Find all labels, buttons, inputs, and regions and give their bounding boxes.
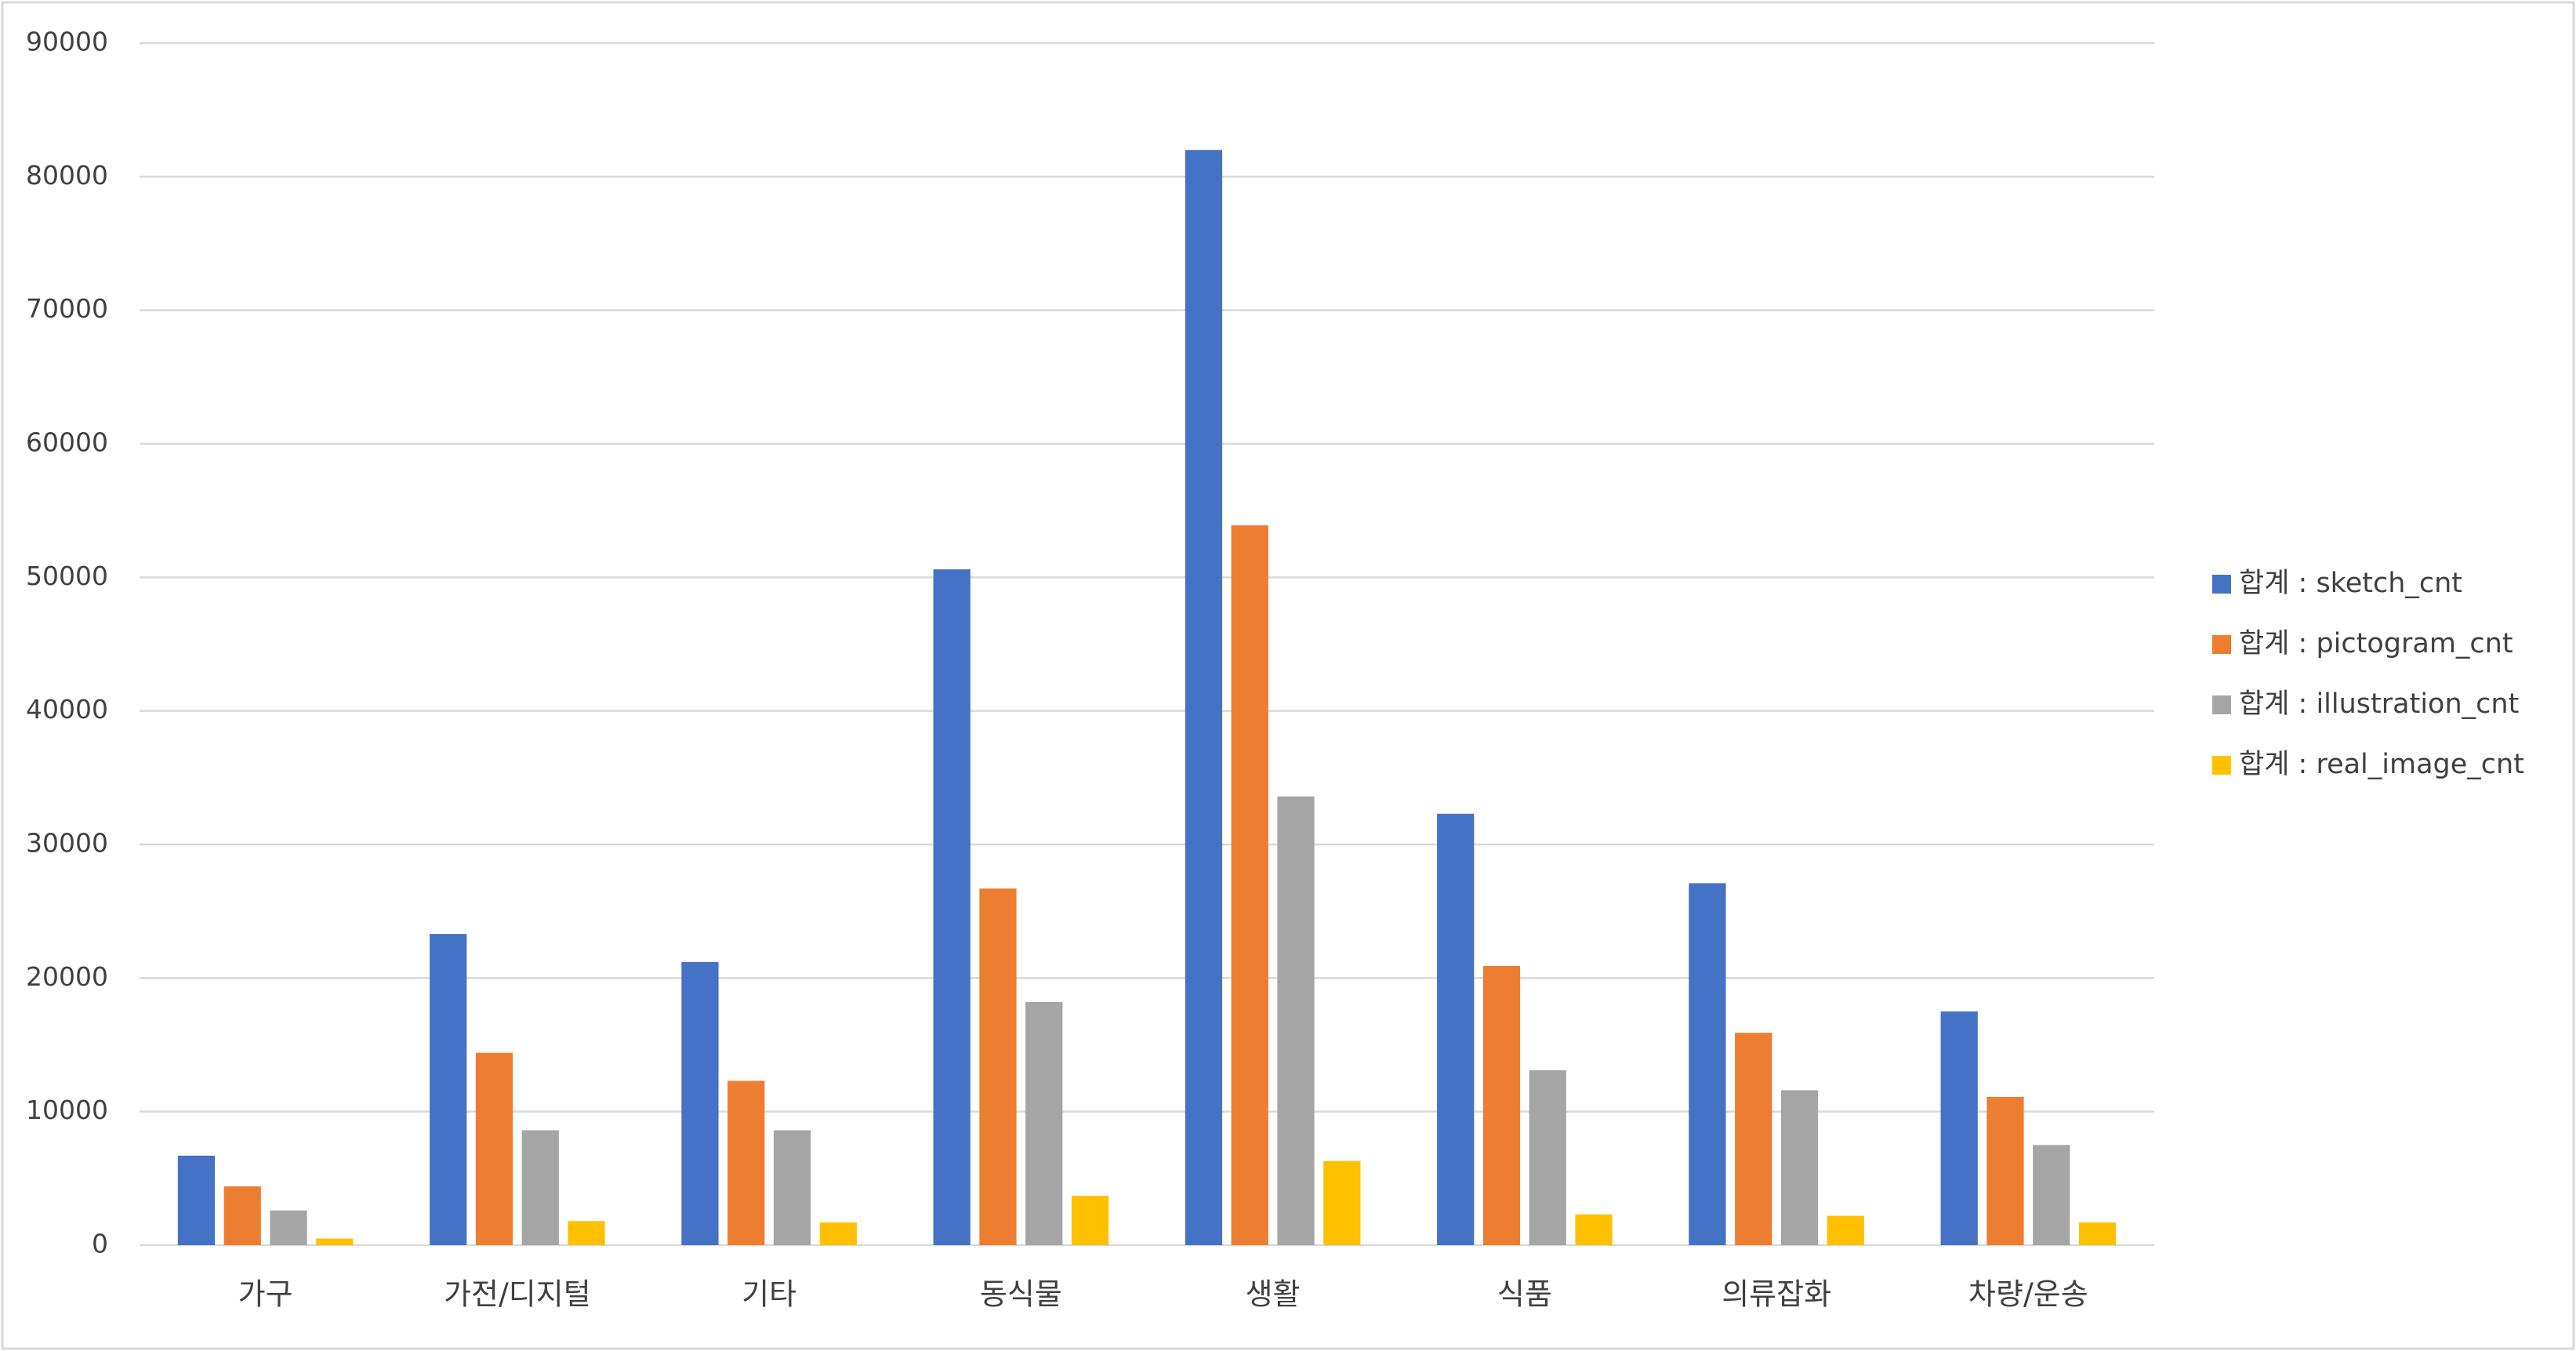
legend-label: 합계 : illustration_cnt [2239,688,2519,720]
bar [727,1080,765,1245]
bar [1231,525,1268,1245]
bar [1529,1070,1566,1245]
bar [1575,1214,1613,1245]
bar [1025,1001,1063,1245]
bar [1277,796,1315,1245]
y-tick-label: 0 [92,1229,108,1259]
bar [2033,1145,2070,1245]
bar [1323,1160,1361,1245]
bar [2078,1222,2117,1245]
x-tick-label: 기타 [742,1277,796,1312]
bar [177,1155,216,1245]
legend-swatch [2212,695,2231,714]
bar [1780,1090,1819,1245]
bar [933,569,971,1245]
legend-label: 합계 : pictogram_cnt [2239,628,2513,659]
bar [475,1052,513,1245]
bar [1827,1215,1864,1245]
y-tick-label: 70000 [26,293,108,324]
bar [1986,1096,2024,1245]
bar [1482,966,1521,1245]
bar [430,934,467,1245]
legend-swatch [2212,575,2231,594]
x-tick-label: 의류잡화 [1722,1277,1831,1312]
bar [1940,1011,1978,1245]
y-tick-label: 80000 [26,160,108,191]
y-tick-label: 50000 [26,561,108,591]
bar [1071,1195,1109,1245]
bar [819,1222,857,1245]
x-tick-label: 차량/운송 [1968,1277,2088,1312]
bar [773,1130,811,1245]
y-tick-label: 10000 [26,1095,108,1125]
x-tick-label: 가구 [238,1277,293,1312]
bar [1735,1033,1772,1245]
bar [316,1238,354,1245]
bar [1185,150,1223,1246]
bar [223,1186,261,1245]
y-tick-label: 40000 [26,694,108,725]
y-tick-label: 60000 [26,427,108,458]
bar [1437,813,1475,1245]
legend-swatch [2212,635,2231,654]
x-tick-label: 동식물 [980,1277,1062,1312]
legend-swatch [2212,756,2231,775]
bar [568,1221,605,1245]
y-tick-label: 90000 [26,27,108,57]
legend-label: 합계 : real_image_cnt [2239,749,2524,780]
x-tick-label: 생활 [1246,1277,1301,1312]
y-tick-label: 20000 [26,961,108,992]
bar [1689,883,1726,1245]
bar [270,1210,307,1245]
x-tick-label: 가전/디지털 [444,1277,591,1312]
bar [521,1130,559,1245]
y-tick-label: 30000 [26,828,108,859]
x-tick-label: 식품 [1497,1277,1552,1312]
legend-label: 합계 : sketch_cnt [2239,568,2462,599]
bar [979,888,1017,1245]
bar [681,961,719,1245]
